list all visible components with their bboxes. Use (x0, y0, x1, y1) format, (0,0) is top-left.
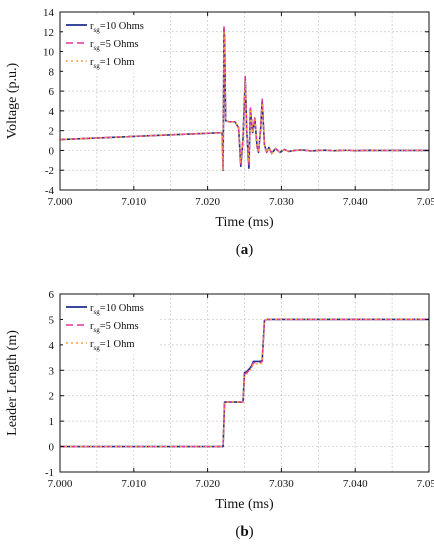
legend-label: rsg=5 Ohms (90, 321, 139, 334)
legend-label: rsg=10 Ohms (90, 303, 144, 316)
axis-frame (59, 11, 430, 191)
series-line-2 (60, 26, 429, 171)
y-tick-label: 6 (49, 86, 55, 98)
y-tick-label: 10 (43, 47, 55, 59)
x-tick-label: 7.040 (343, 196, 368, 208)
legend-label: rsg=5 Ohms (90, 39, 139, 52)
legend-label: rsg=1 Ohm (90, 57, 135, 70)
y-axis-label: Voltage (p.u.) (5, 62, 20, 139)
chart-voltage: 7.000 7.010 7.020 7.030 7.040 7.050 -4 -2 0 2 4 6 8 1… (5, 7, 434, 258)
x-axis-label: Time (ms) (215, 497, 274, 512)
y-tick-label: 14 (43, 7, 55, 19)
x-tick-label: 7.010 (121, 196, 146, 208)
y-tick-label: 1 (49, 416, 55, 428)
y-tick-label: 6 (49, 289, 55, 301)
x-tick-label: 7.020 (195, 478, 220, 490)
y-tick-label: 0 (49, 442, 55, 454)
series-group (60, 26, 429, 172)
x-tick-label: 7.040 (343, 478, 368, 490)
x-tick-label: 7.000 (48, 196, 73, 208)
panel-label: (a) (236, 242, 254, 258)
x-axis-label: Time (ms) (215, 215, 274, 230)
y-tick-label: 0 (49, 145, 55, 157)
y-tick-label: -1 (45, 467, 54, 479)
x-tick-label: 7.050 (417, 478, 434, 490)
y-tick-label: 8 (49, 66, 55, 78)
y-tick-label: -4 (45, 185, 55, 197)
legend: rsg=10 Ohms rsg=5 Ohms rsg=1 Ohm (63, 297, 159, 355)
legend-label: rsg=1 Ohm (90, 339, 135, 352)
x-tick-label: 7.010 (121, 478, 146, 490)
axis-frame (59, 293, 430, 473)
x-tick-label: 7.020 (195, 196, 220, 208)
y-tick-label: 3 (49, 365, 55, 377)
x-tick-label: 7.030 (269, 196, 294, 208)
y-tick-label: 4 (49, 340, 55, 352)
chart-leader-length: 7.000 7.010 7.020 7.030 7.040 7.050 -1 0 1 2 3 4 5 6 T… (5, 289, 434, 540)
legend-label: rsg=10 Ohms (90, 21, 144, 34)
y-tick-label: 12 (43, 27, 54, 39)
y-tick-label: 5 (49, 314, 55, 326)
panel-label: (b) (235, 524, 253, 540)
series-group (60, 318, 429, 448)
x-tick-label: 7.050 (417, 196, 434, 208)
y-axis-label: Leader Length (m) (5, 330, 20, 436)
y-tick-label: -2 (45, 165, 54, 177)
x-tick-label: 7.030 (269, 478, 294, 490)
y-tick-label: 2 (49, 391, 55, 403)
y-tick-label: 2 (49, 126, 55, 138)
legend: rsg=10 Ohms rsg=5 Ohms rsg=1 Ohm (63, 15, 159, 73)
x-tick-label: 7.000 (48, 478, 73, 490)
series-line-3 (60, 318, 429, 448)
y-tick-label: 4 (49, 106, 55, 118)
